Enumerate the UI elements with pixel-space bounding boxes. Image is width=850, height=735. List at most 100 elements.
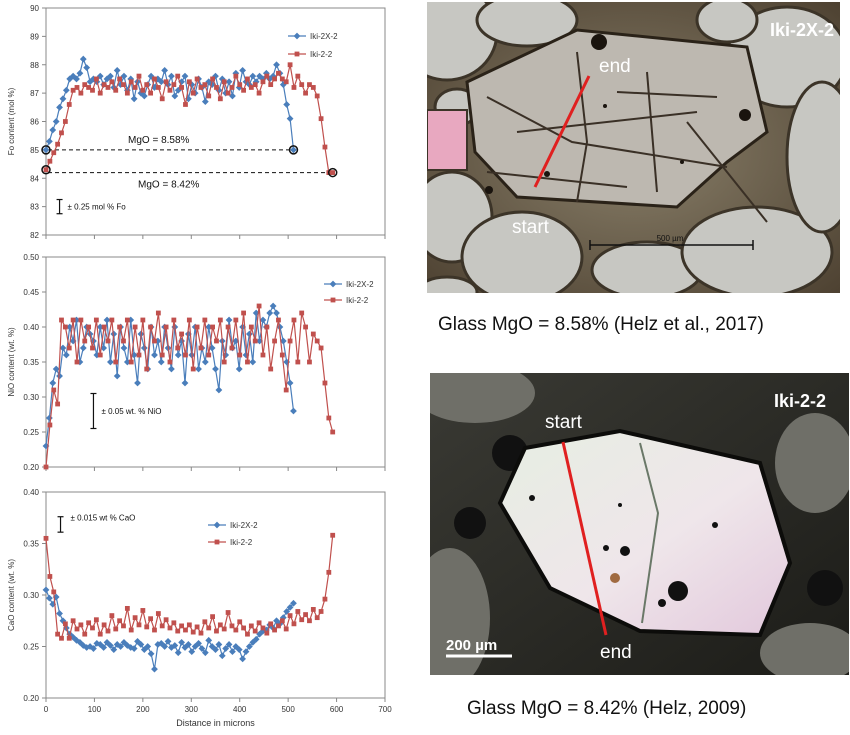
data-point	[93, 617, 99, 623]
annotation-label: MgO = 8.58%	[128, 135, 190, 146]
data-point	[49, 379, 57, 387]
data-point	[283, 387, 289, 393]
data-point	[221, 626, 227, 632]
x-tick-label: 700	[378, 705, 392, 714]
data-point	[148, 324, 154, 330]
data-point	[78, 317, 84, 323]
data-point	[212, 646, 219, 653]
x-tick-label: 0	[44, 705, 49, 714]
data-point	[202, 82, 208, 88]
data-point	[233, 317, 239, 323]
data-point	[105, 85, 111, 90]
data-point	[310, 85, 316, 90]
data-point	[194, 324, 200, 330]
data-point	[93, 76, 99, 82]
x-tick-label: 500	[281, 705, 295, 714]
data-point	[206, 352, 212, 358]
data-point	[291, 621, 297, 627]
data-point	[55, 631, 61, 637]
endpoint-marker	[288, 145, 299, 155]
error-bar-label: ± 0.25 mol % Fo	[68, 203, 127, 212]
data-point	[183, 627, 188, 633]
x-tick-label: 600	[330, 705, 344, 714]
track-end-label: end	[600, 642, 632, 663]
data-point	[78, 90, 84, 96]
data-point	[124, 90, 130, 96]
x-tick-label: 200	[136, 705, 150, 714]
data-point	[225, 316, 233, 324]
data-point	[179, 623, 184, 629]
data-point	[290, 146, 297, 154]
data-point	[128, 79, 134, 85]
data-point	[59, 130, 64, 136]
data-point	[214, 338, 219, 344]
y-tick-label: 87	[30, 89, 39, 98]
data-point	[186, 317, 192, 323]
data-point	[78, 622, 84, 628]
data-point	[56, 103, 63, 111]
data-point	[246, 330, 253, 338]
track-start-label: start	[512, 217, 550, 238]
data-point	[159, 623, 165, 629]
data-point	[97, 352, 103, 358]
data-point	[113, 626, 119, 632]
legend-label: Iki-2X-2	[230, 521, 258, 530]
data-point	[198, 345, 204, 351]
data-point	[264, 630, 270, 636]
data-point	[272, 627, 277, 633]
data-point	[214, 628, 219, 634]
data-point	[283, 608, 291, 615]
data-point	[229, 648, 236, 656]
data-point	[93, 317, 99, 323]
data-point	[206, 625, 212, 631]
data-point	[222, 645, 230, 652]
plot-area	[45, 256, 386, 468]
data-point	[82, 82, 88, 88]
data-point	[52, 118, 60, 125]
data-point	[299, 310, 305, 316]
data-point	[152, 76, 157, 82]
endpoint-marker	[327, 167, 338, 178]
data-point	[130, 645, 138, 652]
y-tick-label: 0.35	[23, 358, 39, 367]
data-point	[83, 64, 91, 71]
data-point	[202, 317, 208, 323]
data-point	[175, 73, 181, 79]
data-point	[210, 324, 215, 330]
data-point	[124, 317, 130, 323]
data-point	[86, 85, 92, 90]
data-point	[190, 366, 196, 372]
data-point	[42, 586, 50, 594]
data-point	[51, 589, 57, 595]
data-point	[105, 628, 111, 634]
data-point	[136, 352, 142, 358]
data-point	[161, 643, 169, 650]
data-point	[90, 87, 95, 93]
data-point	[245, 359, 250, 365]
legend-marker	[294, 51, 300, 57]
endpoint-marker	[41, 145, 51, 155]
legend-label: Iki-2-2	[346, 296, 369, 305]
data-point	[276, 317, 281, 323]
data-point	[70, 618, 76, 624]
data-point	[283, 626, 289, 632]
data-point	[215, 641, 223, 648]
legend-marker	[330, 297, 336, 303]
data-point	[266, 309, 274, 317]
track-line	[533, 75, 591, 188]
data-point	[249, 358, 257, 366]
data-point	[171, 620, 177, 626]
data-point	[55, 141, 61, 147]
data-point	[217, 317, 223, 323]
data-point	[272, 76, 277, 82]
data-point	[239, 67, 247, 74]
data-point	[175, 345, 181, 351]
data-point	[303, 90, 308, 96]
data-point	[229, 85, 235, 90]
data-point	[246, 643, 253, 650]
data-point	[151, 665, 158, 673]
data-point	[168, 365, 175, 373]
data-point	[144, 624, 150, 630]
data-point	[326, 415, 332, 421]
data-point	[47, 574, 53, 579]
